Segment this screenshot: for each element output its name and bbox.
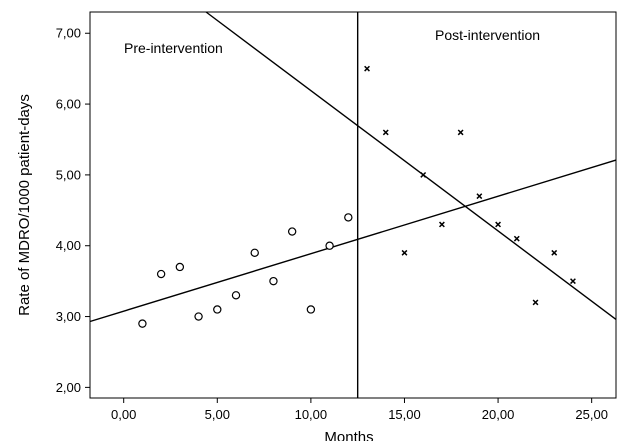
- data-point-circle: [138, 319, 147, 328]
- fit-line-2: [205, 11, 617, 320]
- pre-intervention-label: Pre-intervention: [124, 40, 223, 56]
- x-tick-label: 25,00: [575, 407, 608, 422]
- data-point-circle: [287, 227, 297, 236]
- data-point-circle: [344, 213, 353, 222]
- fit-lines: [89, 11, 617, 323]
- x-tick-label: 10,00: [295, 407, 328, 422]
- data-point-cross: [364, 65, 370, 72]
- x-tick-label: 0,00: [111, 407, 136, 422]
- data-point-cross: [532, 299, 539, 306]
- x-tick-label: 5,00: [205, 407, 230, 422]
- data-point-circle: [231, 291, 241, 300]
- data-point-circle: [175, 262, 185, 272]
- data-point-cross: [382, 129, 389, 136]
- y-tick-label: 3,00: [56, 309, 81, 324]
- x-tick-label: 20,00: [482, 407, 515, 422]
- data-point-circle: [325, 241, 334, 250]
- data-point-circle: [213, 305, 222, 314]
- y-axis-ticks: 2,00 3,00 4,00 5,00 6,00 7,00: [56, 26, 90, 395]
- data-point-cross: [551, 249, 558, 256]
- data-point-cross: [457, 129, 464, 136]
- fit-line-1: [89, 159, 617, 323]
- x-axis-title: Months: [324, 429, 373, 441]
- x-tick-label: 15,00: [388, 407, 421, 422]
- plot-frame: [89, 11, 617, 399]
- data-point-cross: [420, 171, 427, 178]
- data-point-cross: [495, 221, 502, 228]
- data-point-circle: [194, 312, 203, 321]
- data-point-circle: [156, 269, 166, 279]
- y-tick-label: 2,00: [56, 380, 81, 395]
- data-point-circle: [269, 276, 278, 286]
- data-point-cross: [570, 278, 576, 285]
- data-point-cross: [438, 221, 445, 228]
- y-axis-title: Rate of MDRO/1000 patient-days: [16, 94, 33, 316]
- data-point-cross: [513, 235, 520, 242]
- y-tick-label: 7,00: [56, 26, 81, 41]
- y-tick-label: 4,00: [56, 238, 81, 253]
- post-intervention-label: Post-intervention: [435, 27, 540, 43]
- data-points: [138, 65, 576, 328]
- y-tick-label: 5,00: [56, 167, 81, 182]
- data-point-circle: [306, 305, 316, 314]
- x-axis-ticks: 0,00 5,00 10,00 15,00 20,00 25,00: [111, 398, 608, 422]
- data-point-cross: [476, 193, 483, 200]
- y-tick-label: 6,00: [56, 97, 81, 112]
- data-point-circle: [250, 248, 259, 258]
- data-point-cross: [401, 249, 408, 256]
